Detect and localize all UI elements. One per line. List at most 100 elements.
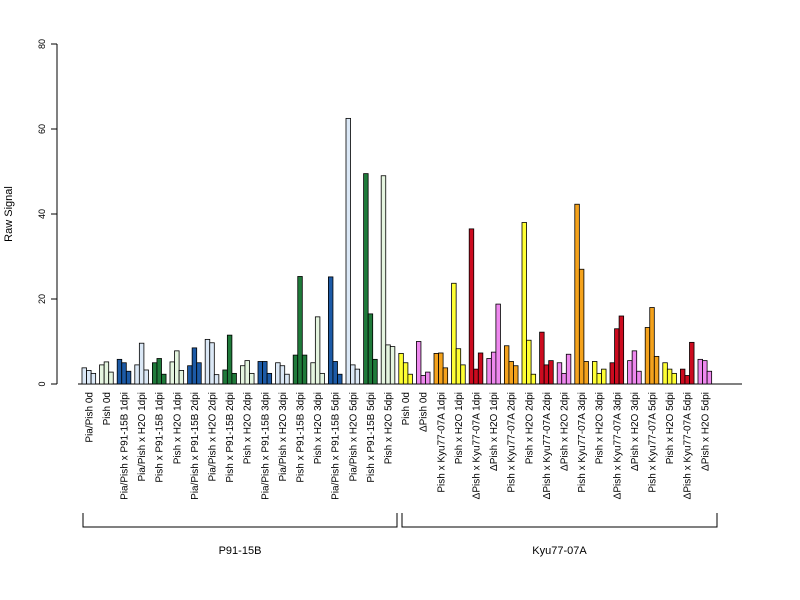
bar (402, 362, 409, 385)
bar (231, 372, 237, 385)
x-tick-label: Pia/Pish x H2O 2dpi (208, 392, 219, 482)
bar (530, 373, 537, 385)
x-tick-label: ΔPish x Kyu77-07A 3dpi (612, 392, 623, 499)
bar (451, 282, 457, 385)
bar (561, 372, 567, 385)
bar (438, 352, 444, 385)
bar (407, 373, 413, 385)
bar (385, 344, 391, 385)
bar (578, 268, 585, 385)
x-tick-label: Pia/Pish x H2O 1dpi (137, 392, 148, 482)
bar (372, 358, 378, 385)
bar (284, 373, 290, 385)
bar (310, 362, 316, 385)
bar (319, 372, 325, 385)
bar (495, 303, 501, 385)
bar (473, 368, 479, 385)
x-tick-label: Pish x H2O 3dpi (313, 392, 324, 464)
bar (671, 372, 677, 385)
x-tick-label: Pish x P91-15B 2dpi (225, 392, 236, 483)
bar (327, 276, 334, 385)
y-tick-label: 80 (37, 39, 47, 49)
bar (279, 365, 286, 385)
group-label: P91-15B (219, 545, 262, 557)
bar (380, 175, 387, 385)
bar (486, 358, 492, 385)
bar (565, 353, 572, 385)
group-bracket (401, 513, 718, 528)
bar (301, 354, 308, 385)
bar (548, 360, 554, 385)
bar (134, 364, 140, 385)
bar (209, 342, 215, 385)
bar (526, 339, 532, 385)
bar (702, 360, 708, 385)
x-tick-label: ΔPish x H2O 3dpi (630, 392, 641, 471)
x-tick-label: Pia/Pish x H2O 3dpi (278, 392, 289, 482)
x-tick-label: ΔPish x Kyu77-07A 1dpi (472, 392, 483, 499)
bar (415, 341, 422, 385)
x-tick-label: Pish x Kyu77-07A 5dpi (648, 392, 659, 493)
x-tick-label: Pish x H2O 5dpi (665, 392, 676, 464)
bar (636, 370, 642, 385)
bar (644, 327, 651, 385)
group-bracket (82, 513, 398, 528)
bar (425, 371, 431, 385)
x-tick-label: Pia/Pish x P91-15B 5dpi (331, 392, 342, 500)
bar (196, 362, 202, 385)
x-tick-label: ΔPish 0d (419, 392, 430, 432)
bar (539, 331, 545, 385)
bar (627, 360, 633, 385)
bar (138, 342, 145, 385)
bar (178, 369, 185, 385)
bar (345, 117, 351, 385)
bar (151, 362, 158, 385)
bar (262, 361, 268, 385)
bar (389, 346, 396, 385)
x-tick-label: Pish x Kyu77-07A 1dpi (436, 392, 447, 493)
bar (244, 360, 250, 385)
x-tick-label: Pia/Pish x H2O 5dpi (348, 392, 359, 482)
x-labels-layer: Pia/Pish 0d Pish 0d Pia/Pish x P91-15B 1dp… (84, 392, 711, 500)
bar (680, 368, 686, 385)
bar (666, 368, 673, 385)
bar (297, 276, 303, 385)
x-tick-label: Pish x H2O 2dpi (524, 392, 535, 464)
bar (103, 361, 110, 385)
bar (398, 352, 404, 385)
x-tick-label: Pia/Pish x P91-15B 1dpi (120, 392, 131, 500)
bar (314, 316, 321, 385)
bar (609, 362, 615, 385)
x-tick-label: Pish x P91-15B 3dpi (296, 392, 307, 483)
bar (222, 369, 228, 385)
bar (556, 362, 563, 385)
bar (649, 307, 655, 385)
bar (521, 222, 527, 385)
x-tick-label: Pish 0d (401, 392, 412, 425)
bar (99, 364, 105, 385)
bar (596, 372, 602, 385)
bar (169, 361, 175, 385)
x-tick-label: Pish 0d (102, 392, 113, 425)
bar (204, 338, 211, 385)
bar (697, 358, 703, 385)
x-tick-label: Pia/Pish x P91-15B 3dpi (260, 392, 271, 500)
bar (490, 351, 497, 385)
bar (125, 370, 132, 385)
bar (631, 350, 638, 385)
bar (684, 375, 690, 385)
bar (574, 203, 580, 385)
bar (121, 362, 127, 385)
bar (156, 358, 162, 385)
bar (86, 369, 92, 385)
y-ticks-layer: 0 20 40 60 80 (37, 39, 57, 387)
bar (513, 365, 519, 385)
bar (508, 361, 514, 385)
bar (583, 361, 589, 385)
bar (363, 173, 369, 385)
bar (477, 352, 484, 385)
x-tick-label: Pish x Kyu77-07A 3dpi (577, 392, 588, 493)
x-tick-label: Pish x H2O 3dpi (595, 392, 606, 464)
x-tick-label: Pia/Pish 0d (84, 392, 95, 443)
